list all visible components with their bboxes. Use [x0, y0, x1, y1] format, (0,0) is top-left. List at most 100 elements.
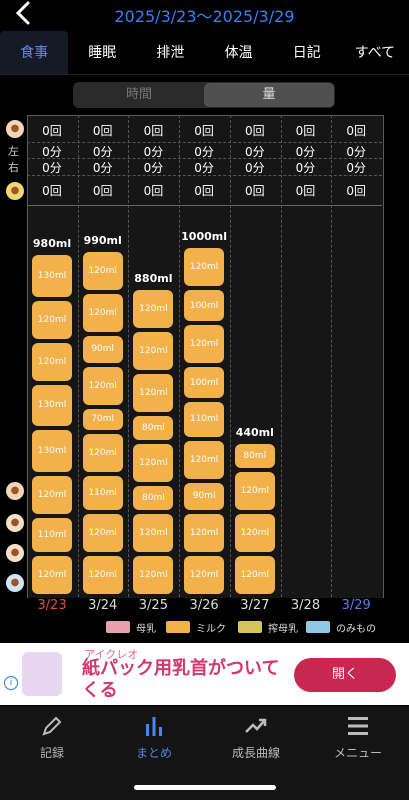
nav-summary-label: まとめ [135, 746, 172, 760]
home-indicator [134, 785, 276, 790]
ad-open-button[interactable]: 開く [294, 658, 396, 692]
milk-bar-segment: 90ml [82, 335, 123, 363]
nav-menu[interactable]: メニュー [308, 714, 408, 761]
left-minutes: 0分 [92, 145, 113, 159]
legend-swatch [306, 621, 330, 633]
milk-bar-segment: 120ml [133, 332, 174, 370]
milk-bar-segment: 120ml [234, 514, 275, 552]
tab-sleep[interactable]: 睡眠 [88, 45, 117, 61]
ad-brand: アイクレオ [84, 648, 139, 661]
milk-bar-segment: 130ml [32, 430, 72, 472]
milk-bar-segment: 120ml [234, 556, 275, 594]
feed-count: 0回 [42, 124, 62, 138]
milk-bar-segment: 90ml [184, 482, 225, 510]
milk-bar-segment: 120ml [32, 342, 72, 381]
tab-excretion[interactable]: 排泄 [156, 45, 185, 61]
milk-bar-segment: 120ml [184, 248, 225, 286]
row-divider [27, 142, 382, 143]
nav-growth[interactable]: 成長曲線 [206, 714, 306, 761]
left-minutes: 0分 [194, 145, 214, 159]
milk-bar-segment: 110ml [32, 517, 72, 552]
legend-label: のみもの [336, 624, 376, 635]
left-side-label: 左 [8, 145, 19, 158]
breastfeed-icon: ● [6, 482, 24, 500]
ad-product-image [22, 652, 62, 696]
milk-bar-segment: 120ml [82, 514, 123, 552]
right-minutes: 0分 [42, 161, 62, 175]
nav-summary[interactable]: まとめ [104, 714, 204, 761]
milk-bar-segment: 120ml [133, 556, 174, 594]
tab-temperature[interactable]: 体温 [224, 45, 253, 61]
category-tabs: 食事 睡眠 排泄 体温 日記 すべて [0, 31, 409, 75]
nav-record[interactable]: 記録 [2, 714, 102, 761]
pump-count: 0回 [92, 184, 113, 198]
right-minutes: 0分 [346, 161, 366, 175]
back-chevron-icon[interactable] [10, 0, 38, 28]
bottle-icon: ● [6, 514, 24, 532]
pumped-milk-icon: ● [6, 544, 24, 562]
pump-count: 0回 [194, 184, 214, 198]
feed-count: 0回 [244, 124, 265, 138]
daily-total-label: 980ml [32, 237, 72, 250]
bar-chart-icon [146, 717, 162, 736]
column-divider [331, 115, 333, 597]
row-divider [27, 158, 382, 159]
right-minutes: 0分 [244, 161, 265, 175]
legend-label: ミルク [196, 624, 226, 635]
milk-bar-segment: 70ml [82, 409, 123, 430]
milk-bar-segment: 120ml [184, 440, 225, 479]
header: 2025/3/23〜2025/3/29 [0, 0, 409, 30]
daily-total-label: 990ml [83, 233, 122, 247]
column-divider [179, 115, 181, 597]
segment-time[interactable]: 時間 [125, 87, 152, 102]
left-minutes: 0分 [143, 145, 164, 159]
daily-total-label: 1000ml [181, 230, 228, 243]
milk-bar-segment: 120ml [32, 300, 72, 339]
date-label: 3/28 [290, 598, 321, 613]
menu-icon [348, 717, 368, 735]
milk-bar-segment: 120ml [184, 556, 225, 594]
segment-amount[interactable]: 量 [204, 83, 334, 107]
column-divider [229, 115, 231, 597]
milk-bar-segment: 130ml [32, 384, 72, 426]
right-minutes: 0分 [194, 161, 214, 175]
feed-count: 0回 [143, 124, 164, 138]
tab-all[interactable]: すべて [354, 45, 396, 61]
tab-divider [0, 74, 409, 75]
drink-icon: ● [6, 574, 24, 592]
pump-count: 0回 [244, 184, 265, 198]
tab-diary[interactable]: 日記 [292, 45, 321, 61]
pencil-icon [42, 716, 62, 736]
info-icon[interactable]: i [4, 676, 18, 690]
right-side-label: 右 [8, 161, 19, 174]
left-minutes: 0分 [295, 145, 316, 159]
legend-swatch [166, 621, 190, 633]
date-range-title: 2025/3/23〜2025/3/29 [114, 7, 295, 26]
daily-total-label: 440ml [235, 426, 274, 439]
date-label: 3/27 [240, 598, 270, 613]
milk-bar-segment: 110ml [82, 475, 123, 510]
feed-count: 0回 [346, 124, 366, 138]
left-minutes: 0分 [346, 145, 366, 159]
date-label: 3/29 [341, 598, 371, 613]
legend [0, 618, 409, 636]
milk-bar-segment: 110ml [184, 402, 225, 437]
right-minutes: 0分 [92, 161, 113, 175]
left-minutes: 0分 [244, 145, 265, 159]
date-label: 3/26 [189, 598, 219, 613]
tab-meal[interactable]: 食事 [0, 31, 69, 75]
view-segmented-control: 時間 量 [73, 82, 335, 108]
milk-bar-segment: 120ml [82, 293, 123, 332]
column-divider [77, 115, 79, 597]
legend-label: 搾母乳 [268, 624, 298, 635]
pump-count: 0回 [346, 184, 366, 198]
feed-count: 0回 [295, 124, 316, 138]
legend-swatch [106, 621, 130, 633]
milk-bar-segment: 80ml [234, 444, 275, 468]
row-divider [27, 175, 382, 176]
milk-bar-segment: 120ml [133, 290, 174, 328]
ad-title: 紙パック用乳首がついてくる [82, 658, 280, 701]
daily-total-label: 880ml [134, 272, 173, 285]
milk-bar-segment: 80ml [133, 486, 174, 510]
milk-bar-segment: 120ml [82, 433, 123, 472]
